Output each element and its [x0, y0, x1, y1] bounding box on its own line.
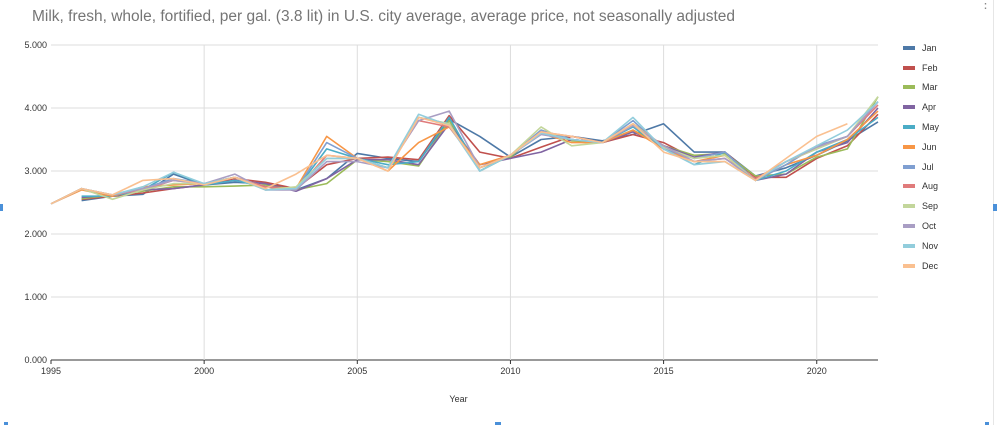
legend-label: Jan [922, 42, 937, 53]
x-tick-label: 2015 [654, 366, 674, 376]
legend-label: Aug [922, 181, 939, 192]
legend-label: Oct [922, 221, 937, 232]
legend-item-apr[interactable]: Apr [903, 97, 939, 117]
x-tick-label: 2010 [500, 366, 520, 376]
legend-item-oct[interactable]: Oct [903, 216, 939, 236]
resize-handle-bottom-right[interactable] [985, 422, 989, 425]
legend-item-jun[interactable]: Jun [903, 137, 939, 157]
series-line-jun [50, 110, 879, 205]
y-tick-label: 5.000 [24, 40, 47, 50]
chart-legend: Jan Feb Mar Apr May Jun Jul Aug Sep Oct Nov Dec [903, 38, 939, 276]
legend-label: Mar [922, 82, 938, 93]
x-axis-title: Year [449, 394, 467, 404]
legend-item-feb[interactable]: Feb [903, 58, 939, 78]
legend-swatch [903, 204, 915, 209]
legend-swatch [903, 224, 915, 229]
legend-label: May [922, 122, 940, 133]
legend-swatch [903, 105, 915, 110]
resize-handle-bottom[interactable] [495, 422, 501, 425]
y-tick-label: 1.000 [24, 292, 47, 302]
legend-label: Dec [922, 260, 939, 271]
y-tick-label: 3.000 [24, 166, 47, 176]
legend-swatch [903, 164, 915, 169]
legend-item-nov[interactable]: Nov [903, 236, 939, 256]
y-tick-label: 4.000 [24, 103, 47, 113]
legend-swatch [903, 243, 915, 248]
legend-item-jul[interactable]: Jul [903, 157, 939, 177]
chart-title: Milk, fresh, whole, fortified, per gal. … [32, 8, 736, 25]
legend-swatch [903, 125, 915, 130]
legend-item-aug[interactable]: Aug [903, 177, 939, 197]
legend-label: Nov [922, 240, 939, 251]
x-tick-label: 2020 [807, 366, 827, 376]
x-tick-label: 1995 [41, 366, 61, 376]
resize-handle-left[interactable] [0, 204, 3, 211]
legend-swatch [903, 263, 915, 268]
legend-label: Apr [922, 102, 937, 113]
series-line-dec [50, 116, 848, 205]
legend-label: Jul [922, 161, 934, 172]
legend-label: Feb [922, 62, 938, 73]
legend-label: Jun [922, 141, 937, 152]
y-tick-label: 0.000 [24, 355, 47, 365]
legend-item-dec[interactable]: Dec [903, 256, 939, 276]
legend-item-jan[interactable]: Jan [903, 38, 939, 58]
legend-item-sep[interactable]: Sep [903, 196, 939, 216]
legend-item-mar[interactable]: Mar [903, 78, 939, 98]
series-line-jan [81, 118, 879, 202]
y-tick-label: 2.000 [24, 229, 47, 239]
more-options-icon[interactable]: ⋮ [979, 0, 992, 11]
right-edge-divider [993, 0, 994, 425]
x-tick-label: 2000 [194, 366, 214, 376]
resize-handle-right[interactable] [993, 204, 997, 211]
resize-handle-bottom-left[interactable] [4, 422, 8, 425]
legend-swatch [903, 144, 915, 149]
legend-swatch [903, 184, 915, 189]
x-tick-label: 2005 [347, 366, 367, 376]
legend-swatch [903, 45, 915, 50]
legend-swatch [903, 85, 915, 90]
legend-item-may[interactable]: May [903, 117, 939, 137]
legend-label: Sep [922, 201, 939, 212]
legend-swatch [903, 65, 915, 70]
